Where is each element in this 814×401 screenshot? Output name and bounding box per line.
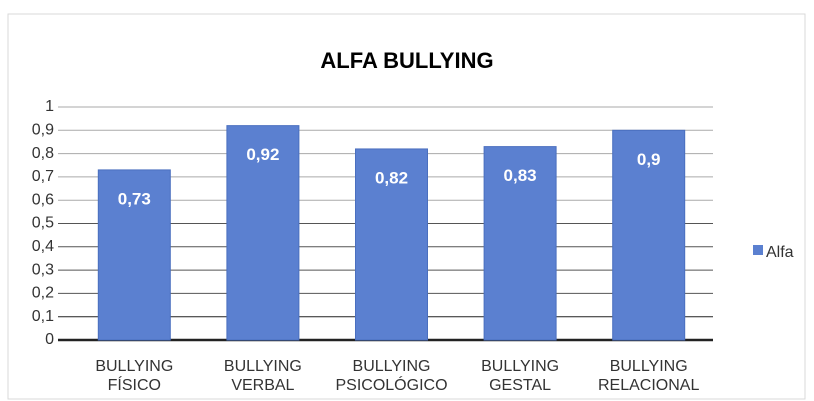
x-tick-label: BULLYING RELACIONAL [598,358,700,394]
bar [226,125,300,341]
data-label: 0,82 [375,168,408,187]
x-tick-label: BULLYING VERBAL [223,358,302,394]
chart-title: ALFA BULLYING [320,48,493,73]
legend-label: Alfa [766,244,794,261]
legend-swatch [753,245,763,255]
bar [612,129,686,341]
y-tick-label: 0,8 [32,145,54,162]
data-label: 0,73 [118,189,151,208]
y-tick-label: 0,3 [32,261,54,278]
y-tick-label: 0,4 [32,238,54,255]
y-tick-label: 1 [45,98,54,115]
bar [97,169,171,341]
y-tick-label: 0,2 [32,285,54,302]
y-tick-label: 0,7 [32,168,54,185]
bar [483,146,557,341]
data-label: 0,9 [637,150,661,169]
y-tick-label: 0,1 [32,308,54,325]
x-tick-label: BULLYING FÍSICO [95,358,174,394]
x-tick-label: BULLYING PSICOLÓGICO [335,358,448,394]
x-tick-label: BULLYING GESTAL [481,358,560,394]
y-tick-label: 0,9 [32,122,54,139]
y-tick-label: 0 [45,331,54,348]
bar [355,148,428,341]
y-tick-label: 0,6 [32,191,54,208]
y-tick-label: 0,5 [32,215,54,232]
data-label: 0,83 [504,166,537,185]
data-label: 0,92 [246,145,279,164]
